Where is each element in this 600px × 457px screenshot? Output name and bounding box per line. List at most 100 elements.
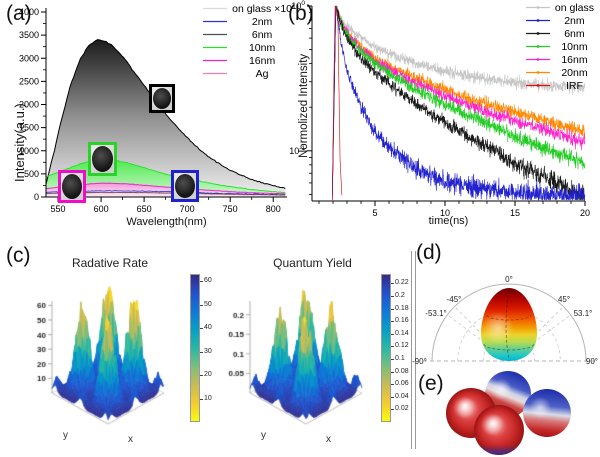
tick-label: 750	[223, 204, 238, 214]
colorbar-tick-mark	[200, 351, 203, 353]
circle	[536, 58, 540, 61]
tick-label: 2500	[19, 76, 39, 86]
tick-label: 20	[580, 208, 590, 218]
colorbar-tick-label: 0.08	[395, 367, 409, 375]
legend-line-swatch	[203, 20, 228, 23]
tick-label: 3000	[19, 53, 39, 63]
colorbar-tick-mark	[391, 296, 394, 297]
tick-label: 1500	[19, 123, 39, 133]
decay-series	[331, 5, 586, 201]
colorbar-tick-mark	[391, 384, 394, 386]
colorbar-tick-mark	[200, 304, 203, 306]
legend-a: on glass ×10 2nm 6nm 10nm 16nm Ag	[202, 2, 292, 80]
colorbar-tick-mark	[200, 398, 203, 400]
decay-series	[331, 4, 586, 193]
circle	[536, 45, 540, 48]
tick-label: 550	[51, 204, 66, 214]
legend-label: 10nm	[248, 41, 276, 54]
legend-line-swatch	[203, 46, 228, 49]
sphere-highlight	[529, 396, 552, 419]
x-axis-letter-right: x	[326, 434, 331, 445]
legend-label: Ag	[255, 67, 269, 80]
surface-plot-quantum-yield	[206, 274, 396, 442]
colorbar-tick-mark	[200, 281, 203, 282]
legend-label: 10nm	[561, 40, 588, 53]
circle	[536, 6, 540, 9]
colorbar-tick-label: 0.14	[395, 329, 409, 337]
decay-series	[331, 5, 585, 201]
legend-entry: 10nm	[202, 41, 292, 54]
colorbar-tick-mark	[391, 333, 394, 335]
panel-divider-line-2	[415, 251, 416, 449]
colorbar-tick-label: 50	[204, 300, 212, 308]
circle	[536, 32, 540, 35]
colorbar-tick-label: 0.2	[395, 292, 405, 299]
colorbar-tick-mark	[391, 308, 394, 310]
legend-entry: 2nm	[525, 14, 594, 27]
legend-entry: on glass ×10	[202, 2, 292, 15]
x-axis-letter-left: x	[128, 434, 133, 445]
charge-distribution-spheres	[446, 371, 571, 455]
circle	[536, 19, 540, 22]
surface-title-quantum-yield: Quantum Yield	[273, 256, 352, 270]
colorbar-tick-label: 0.1	[395, 355, 405, 362]
colorbar-tick-mark	[391, 321, 394, 323]
colorbar-tick-label: 30	[204, 347, 212, 355]
colorbar-tick-label: 60	[204, 277, 212, 284]
tick-label: 650	[137, 204, 152, 214]
tem-inset	[88, 142, 117, 176]
legend-line-swatch	[525, 45, 550, 48]
circle	[536, 84, 540, 87]
legend-entry: Ag	[202, 67, 292, 80]
tick-label: 0	[34, 192, 39, 202]
decay-series	[331, 5, 586, 200]
tem-inset	[58, 170, 86, 203]
angle-tick-label: -90°	[412, 357, 427, 366]
legend-line-swatch	[203, 59, 228, 62]
legend-label: 16nm	[561, 53, 588, 66]
panel-d-radiation-pattern: (d) 0° -45° 45° -53.1° 53.1° -90° 90°	[408, 240, 600, 370]
legend-line-swatch	[203, 33, 228, 36]
angle-tick-label: -53.1°	[425, 309, 446, 318]
colorbar-tick-mark	[391, 409, 394, 411]
surface-plot-radiative-rate	[8, 274, 198, 442]
sphere-highlight	[452, 396, 476, 419]
nanoparticle-image	[152, 87, 172, 110]
legend-entry: 2nm	[202, 15, 292, 28]
colorbar-tick-mark	[391, 396, 394, 398]
legend-label: on glass	[554, 1, 594, 14]
y-axis-letter-left: y	[63, 430, 68, 441]
y-axis-letter-right: y	[261, 430, 266, 441]
legend-label: 2nm	[564, 14, 585, 27]
tick-label: 100	[291, 0, 305, 11]
tspan: 0	[301, 0, 305, 7]
panel-label-b: (b)	[288, 2, 314, 25]
colorbar-tick-label: 0.04	[395, 392, 409, 400]
legend-label: 6nm	[564, 27, 585, 40]
tick-label: 2000	[19, 100, 39, 110]
tick-label: 5	[372, 208, 377, 218]
legend-entry: 20nm	[525, 66, 594, 79]
colorbar	[190, 274, 200, 422]
polar-outer-arc	[431, 283, 587, 362]
tick-label: 1000	[19, 146, 39, 156]
colorbar-tick-label: 0.18	[395, 304, 409, 312]
tick-label: 15	[510, 208, 520, 218]
x-axis-label-a: Wavelength(nm)	[126, 216, 207, 228]
legend-entry: on glass	[525, 1, 594, 14]
legend-label: 20nm	[561, 66, 588, 79]
legend-line-swatch	[203, 7, 228, 10]
tick-label: 600	[94, 204, 109, 214]
radiation-pattern-plot: 0° -45° 45° -53.1° 53.1° -90° 90°	[412, 275, 598, 366]
colorbar-tick-label: 20	[204, 371, 212, 378]
lobe-meridian	[505, 289, 510, 360]
legend-b: on glass 2nm 6nm 10nm 16nm 20nm IRF	[525, 1, 594, 92]
legend-line-swatch	[525, 6, 550, 9]
circle	[536, 71, 540, 74]
panel-label-d: (d)	[416, 241, 442, 264]
nanoparticle-image	[61, 174, 83, 199]
tick-label: 500	[24, 169, 39, 179]
lobe-highlight	[482, 312, 514, 344]
colorbar-tick-mark	[391, 371, 394, 373]
nanoparticle-image	[91, 146, 114, 172]
